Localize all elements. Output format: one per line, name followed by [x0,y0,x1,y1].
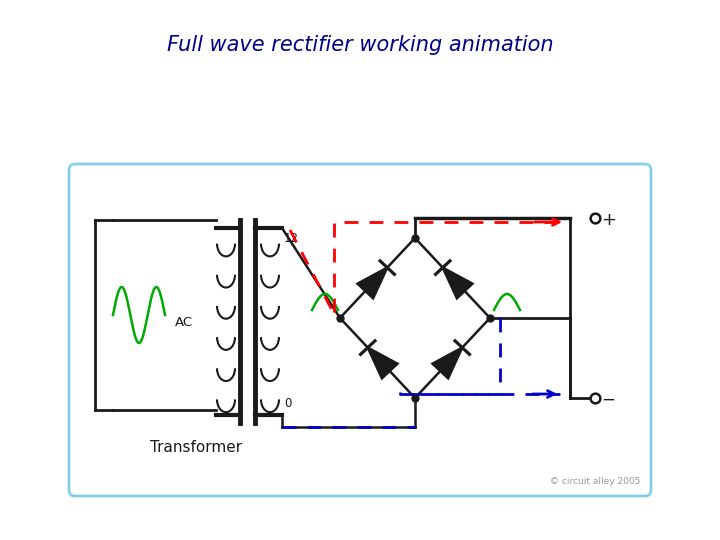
Text: Transformer: Transformer [150,441,242,456]
Polygon shape [433,348,462,379]
Polygon shape [358,268,387,298]
Text: © circuit alley 2005: © circuit alley 2005 [549,477,640,487]
Text: 12: 12 [284,232,299,245]
Text: Full wave rectifier working animation: Full wave rectifier working animation [167,35,553,55]
Polygon shape [368,348,397,379]
Text: −: − [601,391,615,409]
Text: AC: AC [175,316,193,329]
Text: +: + [601,211,616,229]
FancyBboxPatch shape [69,164,651,496]
Polygon shape [443,268,472,298]
Text: 0: 0 [284,397,292,410]
